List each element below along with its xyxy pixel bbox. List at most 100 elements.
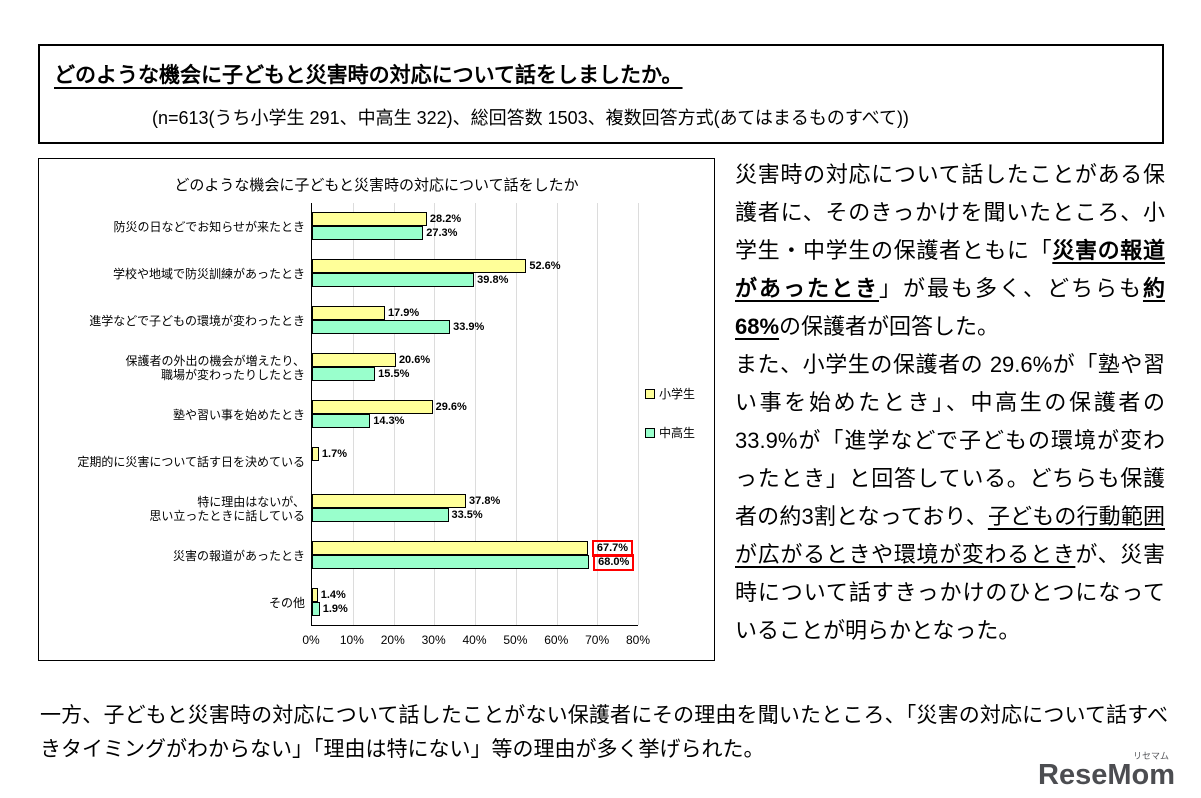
x-tick-label: 10% [339, 633, 364, 647]
legend-swatch-小学生 [645, 388, 655, 399]
bar-line: 37.8% [312, 494, 638, 508]
category-label: 保護者の外出の機会が増えたり、 職場が変わったりしたとき [125, 353, 305, 382]
bar-row: 1.7% [312, 438, 638, 485]
bar-小学生 [312, 306, 385, 320]
bar-line: 1.7% [312, 447, 638, 461]
bar-中高生 [312, 320, 451, 334]
text-segment: 災害時の対応について話したことがある保護者に、そのきっかけを聞いたところ、小学生… [735, 162, 1165, 263]
bar-row: 52.6% 39.8% [312, 250, 638, 297]
text-segment: 約68% [735, 276, 1165, 339]
legend-label: 小学生 [659, 387, 696, 401]
category-label: 進学などで子どもの環境が変わったとき [89, 313, 305, 328]
bar-小学生 [312, 447, 319, 461]
text-paragraph: 災害時の対応について話したことがある保護者に、そのきっかけを聞いたところ、小学生… [735, 156, 1165, 346]
bar-line: 33.9% [312, 320, 638, 334]
value-label: 33.9% [453, 320, 485, 333]
category-label: 災害の報道があったとき [172, 548, 305, 563]
logo-ruby-text: リセマム [1132, 751, 1169, 761]
value-label: 1.7% [321, 447, 347, 460]
bar-line: 52.6% [312, 259, 638, 273]
analysis-text: 災害時の対応について話したことがある保護者に、そのきっかけを聞いたところ、小学生… [735, 156, 1165, 650]
bar-line [312, 461, 638, 475]
gridline [475, 203, 476, 625]
legend-swatch-中高生 [645, 427, 655, 438]
category-labels: 防災の日などでお知らせが来たとき 学校や地域で防災訓練があったとき進学などで子ども… [43, 203, 311, 626]
resemom-logo: リセマム ReseMom [1038, 749, 1175, 790]
category-label: 防災の日などでお知らせが来たとき [113, 219, 305, 234]
bar-小学生 [312, 259, 527, 273]
bar-小学生 [312, 541, 588, 555]
value-label: 15.5% [378, 367, 410, 380]
bar-line: 29.6% [312, 400, 638, 414]
gridline [556, 203, 558, 625]
gridline [597, 203, 599, 625]
gridline [393, 203, 395, 625]
value-label: 67.7% [591, 539, 634, 557]
logo-text: ReseMom [1038, 759, 1175, 791]
bar-中高生 [312, 226, 424, 240]
bar-line: 1.9% [312, 602, 638, 616]
bar-row: 28.2% 27.3% [312, 203, 638, 250]
x-tick-label: 60% [544, 633, 569, 647]
bar-rows: 28.2% 27.3% 52.6% 39.8% 17.9% 33.9% 20.6% 15.5%… [312, 203, 638, 626]
value-label: 37.8% [469, 494, 501, 507]
x-tick-label: 80% [625, 633, 651, 647]
bar-row: 17.9% 33.9% [312, 297, 638, 344]
chart-panel: どのような機会に子どもと災害時の対応について話をしたか 防災の日などでお知らせが… [38, 158, 715, 661]
chart-grid: 防災の日などでお知らせが来たとき 学校や地域で防災訓練があったとき進学などで子ども… [43, 203, 639, 626]
legend: 小学生中高生 [645, 385, 695, 463]
bar-line: 33.5% [312, 508, 638, 522]
bar-row: 20.6% 15.5% [312, 344, 638, 391]
bar-中高生 [312, 508, 449, 522]
x-tick-label: 40% [462, 633, 487, 647]
x-tick-label: 20% [380, 633, 405, 647]
bar-line: 67.7% [312, 539, 638, 557]
bar-小学生 [312, 353, 396, 367]
text-paragraph: また、小学生の保護者の 29.6%が「塾や習い事を始めたとき」、中高生の保護者の… [735, 346, 1165, 650]
text-segment: 災害の報道があったとき [735, 238, 1165, 301]
bar-line: 17.9% [312, 306, 638, 320]
value-label: 68.0% [593, 553, 635, 571]
category-label: その他 [268, 595, 305, 610]
value-label: 14.3% [373, 414, 405, 427]
bar-小学生 [312, 400, 433, 414]
value-label: 27.3% [426, 226, 458, 239]
bar-中高生 [312, 414, 371, 428]
value-label: 33.5% [451, 508, 483, 521]
text-segment: 」が最も多く、どちらも [878, 276, 1143, 301]
x-tick-label: 70% [585, 633, 610, 647]
bar-小学生 [312, 494, 467, 508]
legend-item: 中高生 [645, 424, 695, 441]
value-label: 28.2% [429, 212, 462, 225]
category-label: 塾や習い事を始めたとき [172, 407, 305, 422]
bar-line: 28.2% [312, 212, 638, 226]
x-axis: 0% 10% 20% 30% 40% 50% 60% 70% 80% [302, 629, 650, 647]
bar-line: 39.8% [312, 273, 638, 287]
bar-小学生 [312, 212, 427, 226]
value-label: 39.8% [477, 273, 509, 286]
x-tick-label: 50% [503, 633, 528, 647]
bar-row: 37.8% 33.5% [312, 485, 638, 532]
x-tick-label: 30% [421, 633, 446, 647]
chart-title: どのような機会に子どもと災害時の対応について話をしたか [174, 177, 579, 194]
gridline [638, 203, 639, 625]
bar-row: 67.7% 68.0% [312, 532, 638, 579]
text-segment: 子どもの行動範囲が広がるときや環境が変わるとき [735, 504, 1165, 567]
header-box: どのような機会に子どもと災害時の対応について話をしましたか。 (n=613(うち… [38, 44, 1164, 144]
gridline [515, 203, 517, 625]
value-label: 29.6% [435, 400, 467, 413]
category-label: 学校や地域で防災訓練があったとき [112, 266, 305, 281]
text-segment: また、小学生の保護者の 29.6%が「塾や習い事を始めたとき」、中高生の保護者の… [735, 352, 1165, 529]
header-subtitle: (n=613(うち小学生 291、中高生 322)、総回答数 1503、複数回答… [152, 108, 909, 128]
text-segment: の保護者が回答した。 [779, 314, 1000, 339]
category-label: 定期的に災害について話す日を決めている [77, 454, 305, 469]
plot-area: 28.2% 27.3% 52.6% 39.8% 17.9% 33.9% 20.6% 15.5%… [311, 203, 639, 626]
value-label: 1.9% [322, 602, 348, 615]
bar-line: 15.5% [312, 367, 638, 381]
bar-中高生 [312, 367, 376, 381]
bar-line: 68.0% [312, 553, 638, 571]
text-segment: が、災害時について話すきっかけのひとつになっていることが明らかとなった。 [735, 542, 1165, 643]
x-tick-label: 0% [302, 633, 320, 647]
value-label: 1.4% [320, 588, 346, 601]
